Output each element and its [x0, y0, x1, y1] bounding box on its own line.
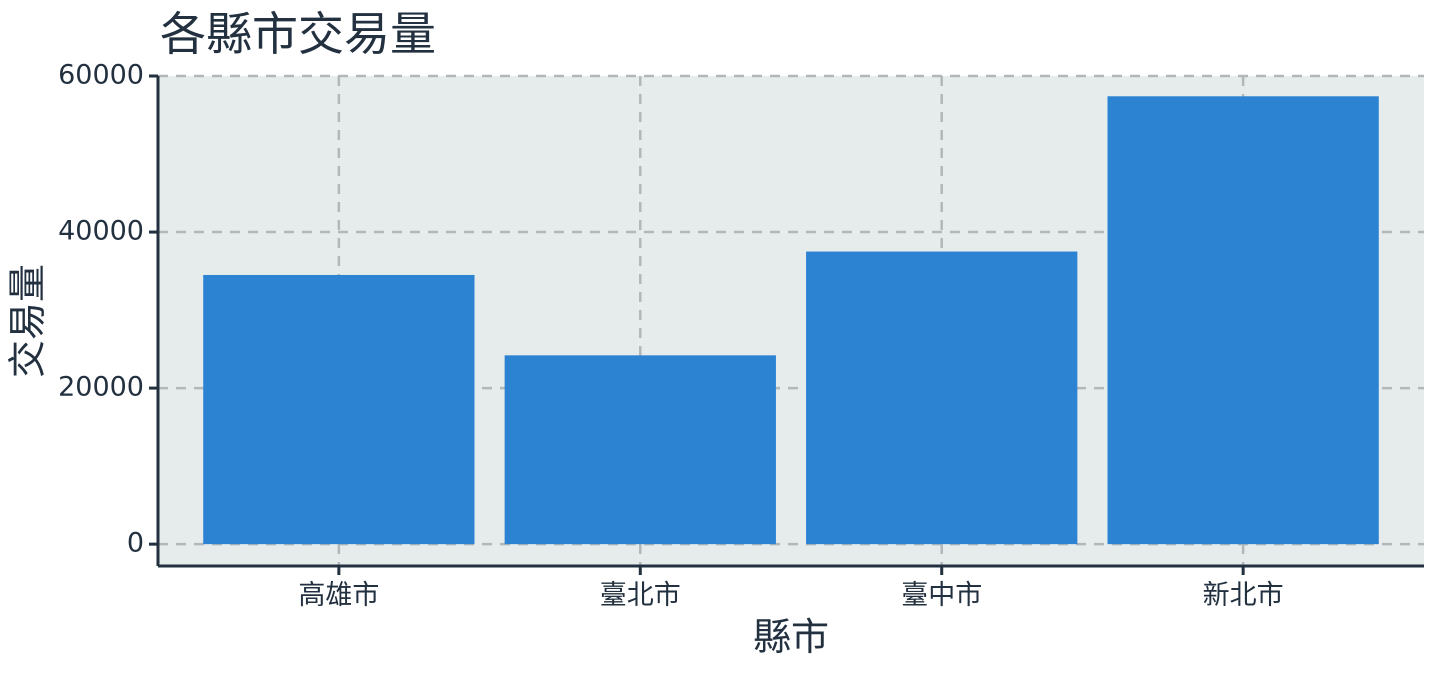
y-tick-label: 20000 — [58, 372, 144, 403]
x-axis-title: 縣市 — [753, 615, 829, 659]
y-axis-title: 交易量 — [6, 264, 50, 378]
y-tick-label: 40000 — [58, 216, 144, 247]
y-tick-label: 0 — [127, 528, 144, 559]
x-tick-label: 臺中市 — [901, 580, 982, 611]
bar-4 — [1107, 96, 1379, 545]
x-axis-ticks: 高雄市 臺北市 臺中市 新北市 — [298, 566, 1284, 611]
y-tick-label: 60000 — [58, 60, 144, 91]
x-tick-label: 高雄市 — [298, 580, 379, 611]
chart-title: 各縣市交易量 — [160, 7, 436, 61]
bar-1 — [203, 274, 475, 545]
bar-2 — [504, 355, 776, 545]
bars — [203, 96, 1379, 545]
bar-3 — [806, 251, 1078, 545]
y-gridlines — [158, 74, 1424, 546]
x-tick-label: 新北市 — [1203, 580, 1284, 611]
y-axis-ticks: 0 20000 40000 60000 — [58, 60, 158, 559]
axes — [156, 76, 1424, 568]
x-tick-label: 臺北市 — [600, 580, 681, 611]
